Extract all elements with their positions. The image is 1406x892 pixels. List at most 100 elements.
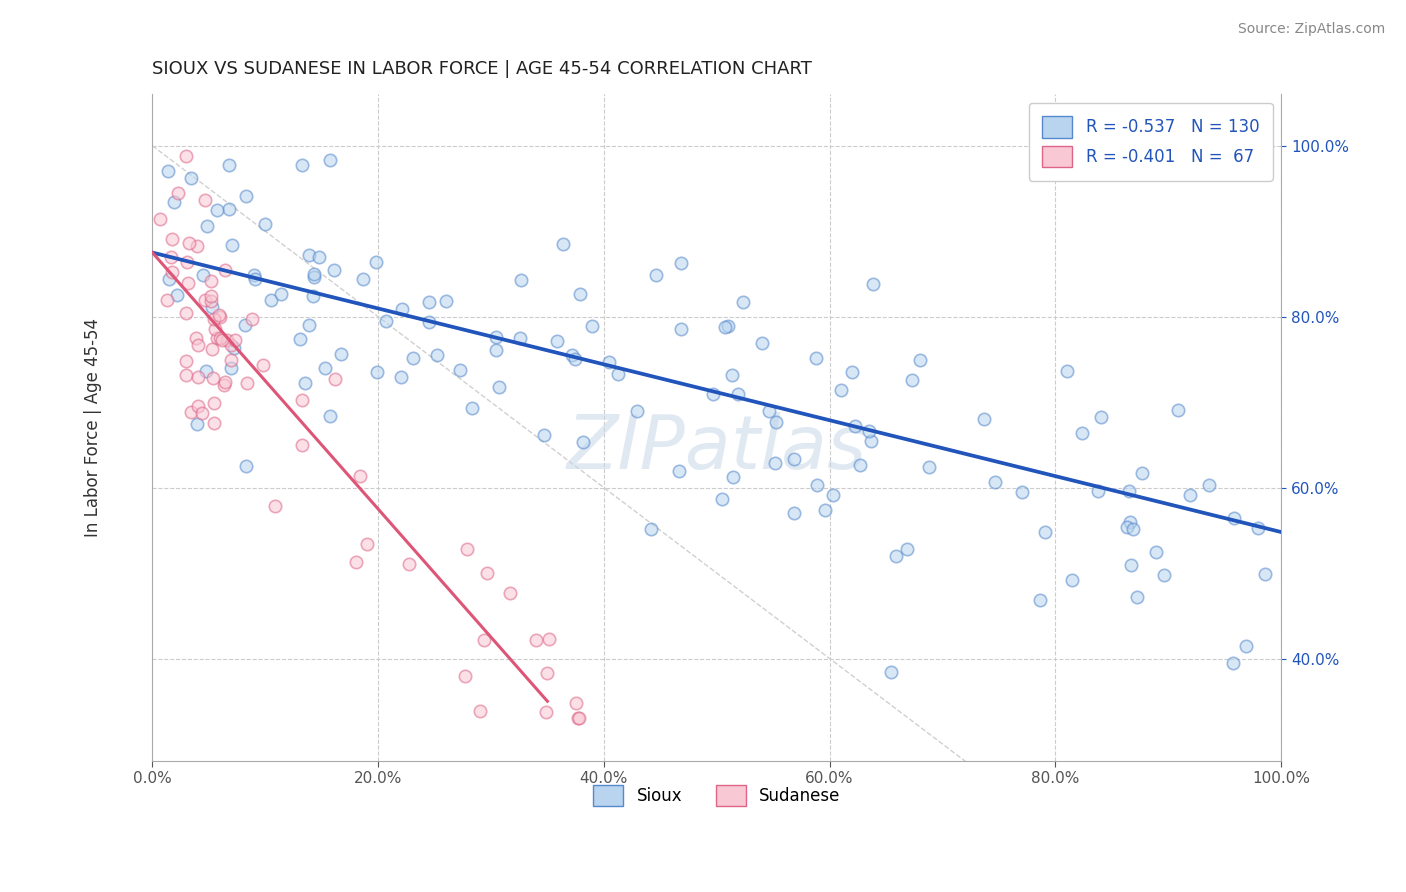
Point (896, 542, 918, 557)
Point (860, 434, 883, 448)
Point (149, 212, 172, 227)
Point (727, 387, 749, 401)
Point (598, 355, 620, 369)
Point (208, 308, 231, 322)
Point (821, 488, 844, 502)
Point (1222, 657, 1244, 671)
Point (323, 372, 346, 386)
Point (195, 219, 218, 233)
Point (219, 361, 242, 376)
Point (236, 376, 259, 390)
Point (453, 669, 475, 683)
Point (191, 406, 214, 420)
Point (499, 585, 522, 599)
Point (160, 250, 183, 264)
Point (1126, 590, 1149, 604)
Point (298, 318, 321, 332)
Point (187, 400, 209, 414)
Point (398, 557, 420, 571)
Point (174, 149, 197, 163)
Point (1116, 520, 1139, 534)
Point (671, 256, 693, 270)
Point (221, 237, 243, 252)
Point (319, 409, 342, 423)
Point (510, 273, 533, 287)
Point (468, 704, 491, 718)
Point (233, 318, 256, 333)
Point (202, 396, 225, 410)
Point (763, 457, 786, 471)
Point (291, 158, 314, 172)
Point (640, 522, 662, 536)
Point (434, 293, 457, 308)
Point (1254, 566, 1277, 581)
Point (215, 333, 238, 347)
Point (710, 492, 733, 507)
Point (302, 268, 325, 282)
Point (721, 368, 744, 382)
Point (418, 295, 440, 310)
Point (214, 375, 236, 389)
Point (880, 665, 903, 679)
Point (477, 566, 499, 581)
Point (884, 549, 907, 563)
Point (177, 235, 200, 250)
Point (235, 189, 257, 203)
Point (572, 435, 595, 450)
Point (319, 153, 342, 167)
Point (536, 666, 558, 681)
Point (163, 194, 186, 209)
Point (366, 366, 388, 380)
Point (456, 541, 478, 556)
Point (176, 354, 198, 368)
Point (240, 311, 263, 326)
Point (211, 333, 233, 347)
Point (194, 364, 217, 378)
Point (1130, 466, 1153, 480)
Point (669, 322, 692, 336)
Point (314, 360, 336, 375)
Point (201, 370, 224, 384)
Point (731, 294, 754, 309)
Point (1144, 544, 1167, 558)
Point (721, 470, 744, 484)
Point (187, 338, 209, 352)
Point (235, 458, 257, 473)
Point (1246, 521, 1268, 535)
Point (1178, 488, 1201, 502)
Point (449, 362, 471, 376)
Point (302, 289, 325, 303)
Point (862, 277, 884, 291)
Point (806, 351, 828, 365)
Point (253, 217, 276, 231)
Point (187, 370, 209, 384)
Point (243, 268, 266, 282)
Point (716, 318, 738, 333)
Point (702, 387, 724, 401)
Point (561, 348, 583, 362)
Point (366, 255, 388, 269)
Point (201, 300, 224, 314)
Point (758, 404, 780, 418)
Point (806, 478, 828, 492)
Point (1090, 410, 1112, 425)
Point (184, 331, 207, 345)
Point (509, 331, 531, 345)
Point (156, 293, 179, 307)
Point (1198, 477, 1220, 491)
Point (245, 271, 267, 285)
Point (1167, 402, 1189, 417)
Point (291, 392, 314, 407)
Point (1056, 364, 1078, 378)
Point (176, 254, 198, 268)
Point (194, 293, 217, 307)
Point (1033, 525, 1056, 540)
Point (564, 351, 586, 366)
Point (1011, 484, 1033, 499)
Point (191, 268, 214, 283)
Point (200, 294, 222, 309)
Point (208, 331, 231, 345)
Point (607, 368, 630, 382)
Point (391, 302, 413, 317)
Point (1119, 558, 1142, 573)
